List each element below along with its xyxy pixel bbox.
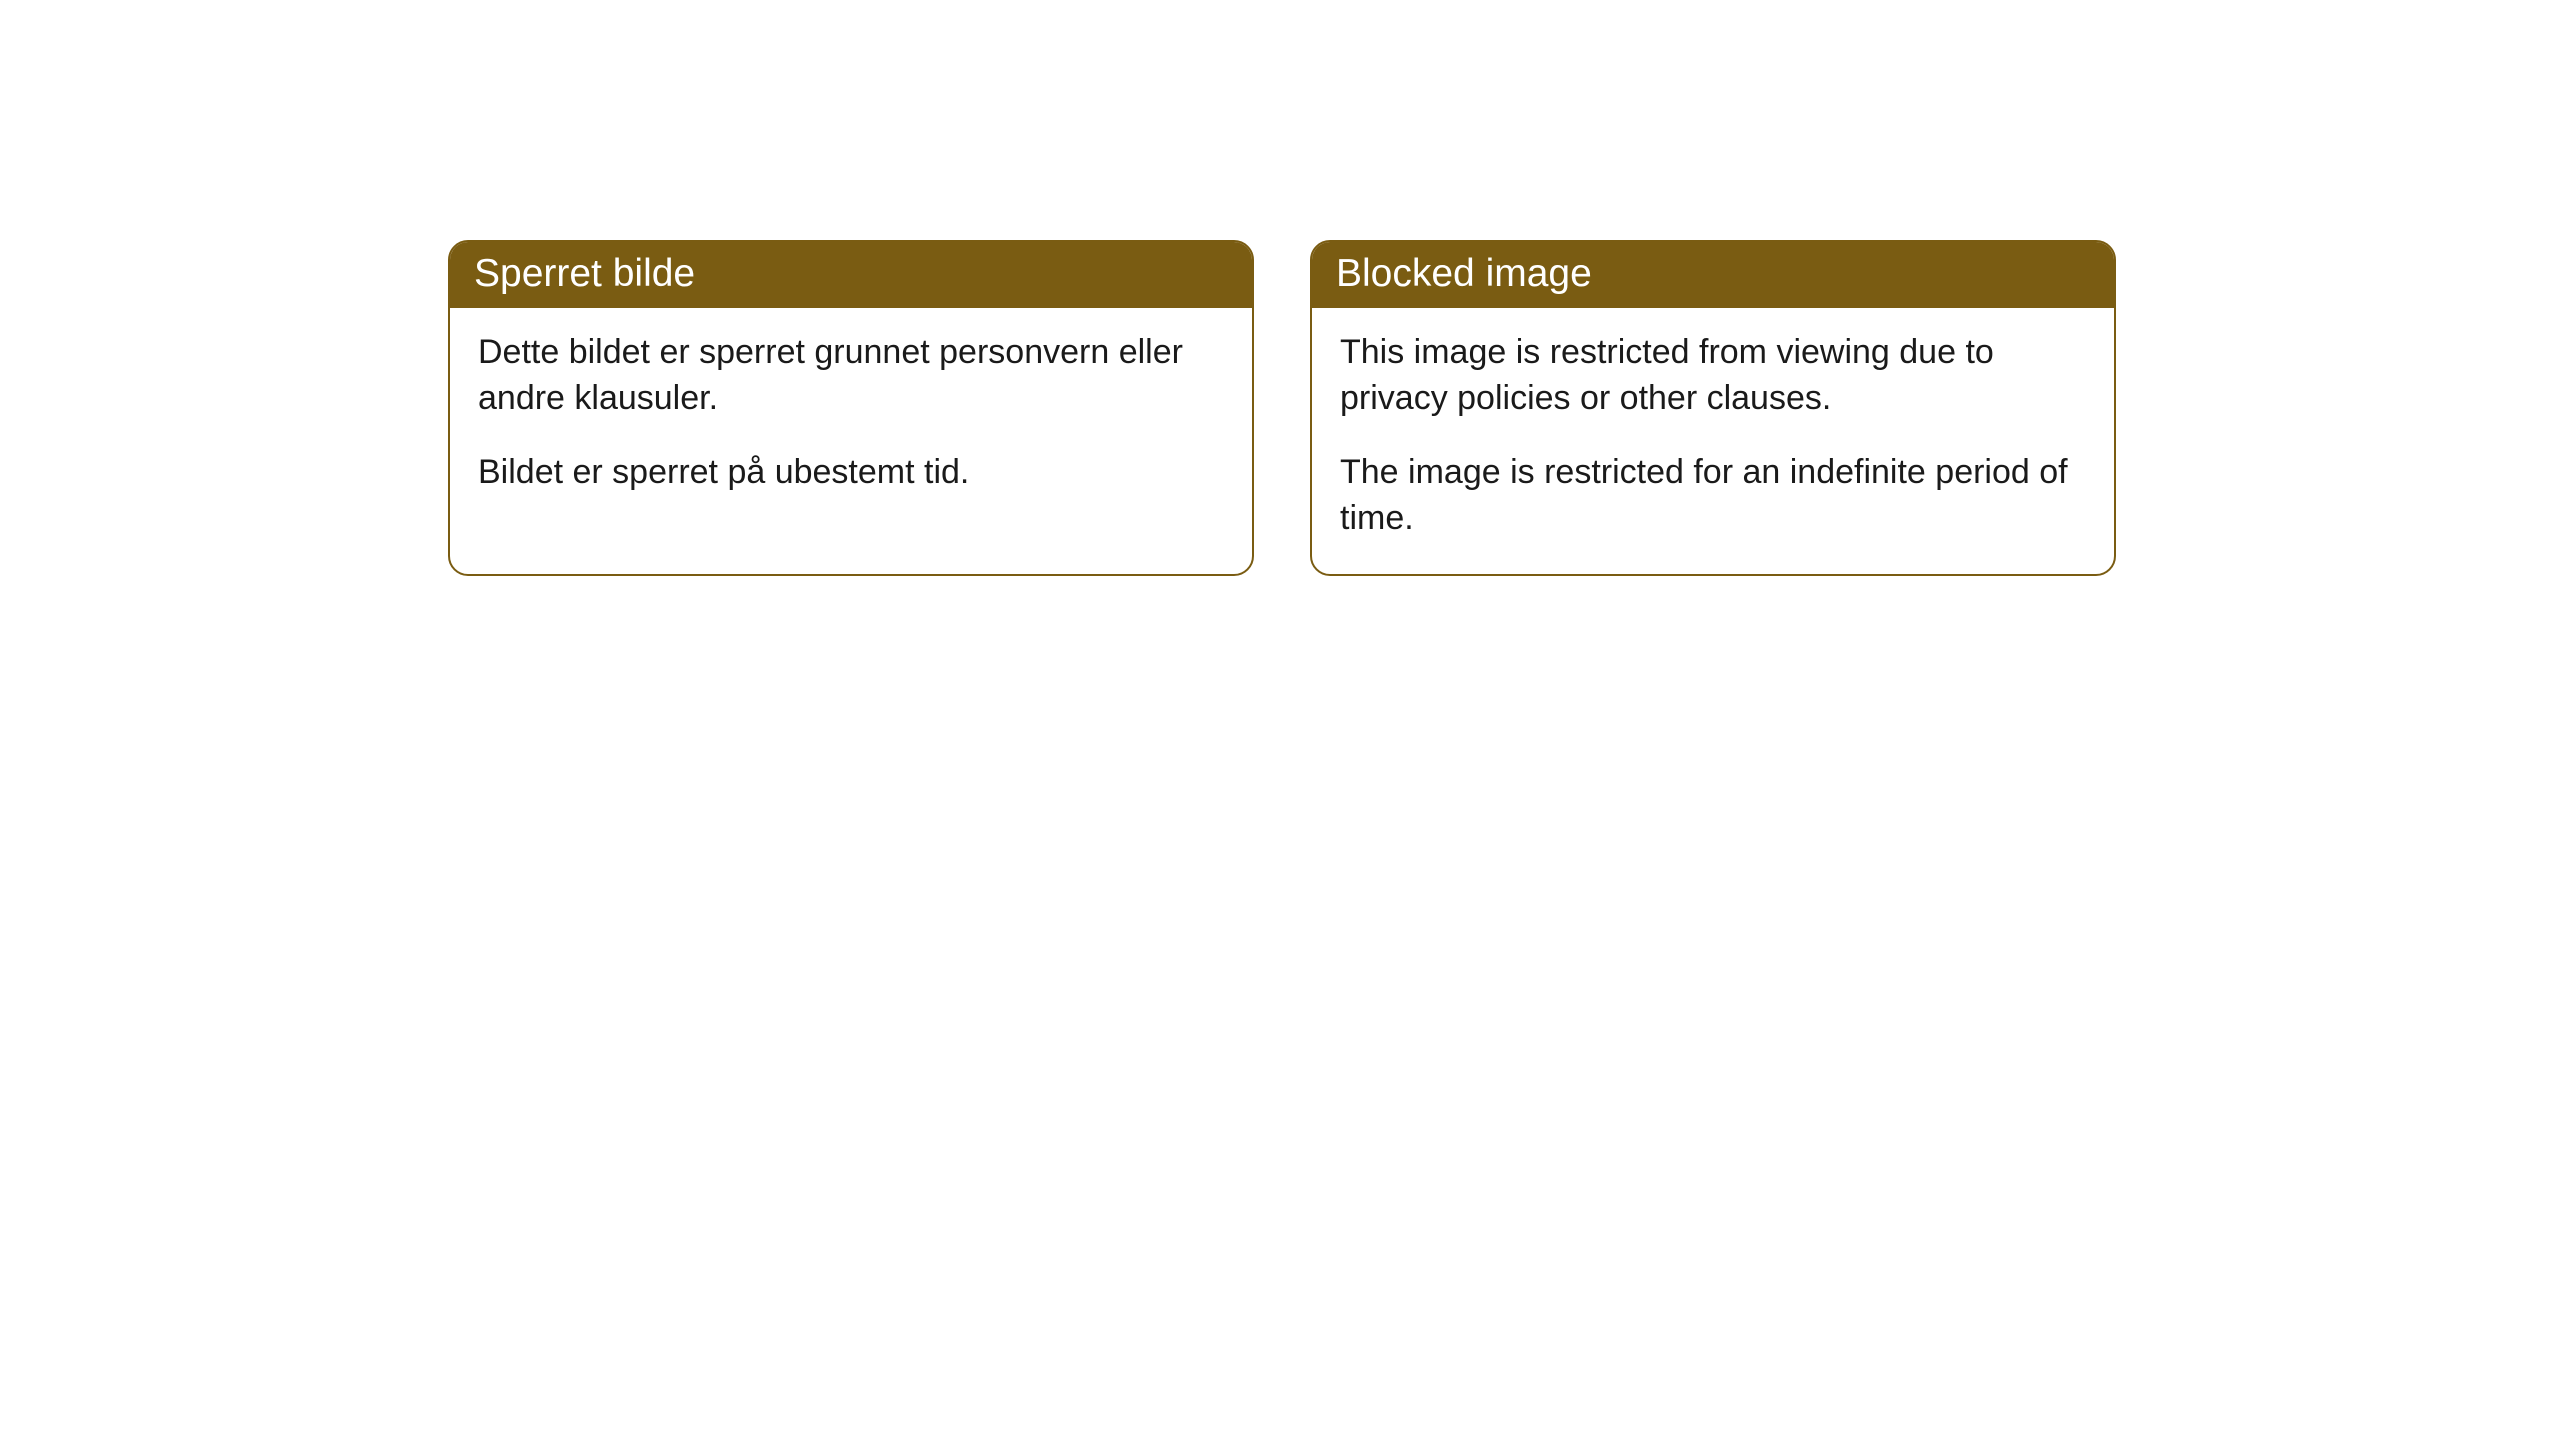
card-text-no-1: Dette bildet er sperret grunnet personve…: [478, 330, 1224, 422]
card-text-en-1: This image is restricted from viewing du…: [1340, 330, 2086, 422]
card-text-en-2: The image is restricted for an indefinit…: [1340, 450, 2086, 542]
card-body-no: Dette bildet er sperret grunnet personve…: [450, 308, 1252, 528]
card-text-no-2: Bildet er sperret på ubestemt tid.: [478, 450, 1224, 496]
blocked-image-card-en: Blocked image This image is restricted f…: [1310, 240, 2116, 576]
card-header-no: Sperret bilde: [450, 242, 1252, 308]
card-header-en: Blocked image: [1312, 242, 2114, 308]
blocked-image-card-no: Sperret bilde Dette bildet er sperret gr…: [448, 240, 1254, 576]
notice-container: Sperret bilde Dette bildet er sperret gr…: [0, 0, 2560, 576]
card-body-en: This image is restricted from viewing du…: [1312, 308, 2114, 574]
